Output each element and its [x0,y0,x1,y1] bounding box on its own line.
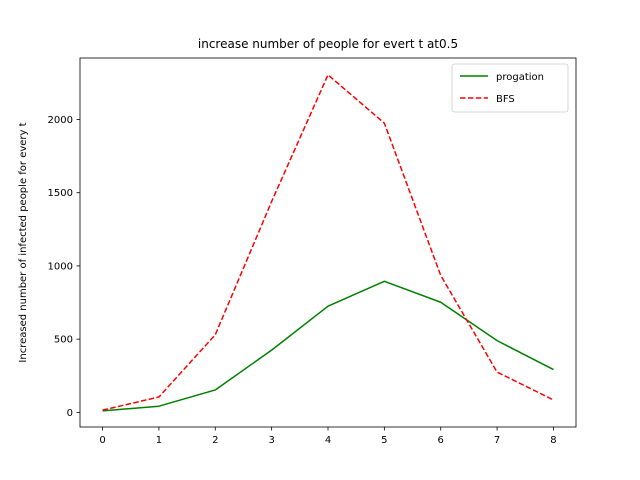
series-line-progation [102,280,554,412]
legend: progation BFS [451,63,569,113]
x-tick-label: 0 [99,435,105,446]
legend-label-progation: progation [496,72,544,83]
x-tick-label: 2 [212,435,218,446]
x-tick-label: 4 [325,435,331,446]
x-tick-label: 5 [381,435,387,446]
series-line-bfs [102,74,554,411]
chart-title: increase number of people for evert t at… [198,37,458,51]
x-tick-label: 6 [438,435,444,446]
legend-label-bfs: BFS [496,94,515,105]
plot-frame [79,57,577,428]
x-tick-label: 7 [494,435,500,446]
x-tick-label: 8 [550,435,556,446]
y-tick-label: 500 [54,335,73,346]
y-axis-label: Increased number of infected people for … [18,122,29,362]
y-tick-label: 1000 [48,261,73,272]
y-tick-label: 1500 [48,188,73,199]
y-tick-label: 0 [67,408,73,419]
plot-area [102,74,554,412]
y-tick-label: 2000 [48,115,73,126]
axes: 0 1 2 3 4 5 6 7 8 0 500 1000 1500 2000 [48,57,577,446]
x-tick-label: 1 [156,435,162,446]
x-tick-label: 3 [268,435,274,446]
